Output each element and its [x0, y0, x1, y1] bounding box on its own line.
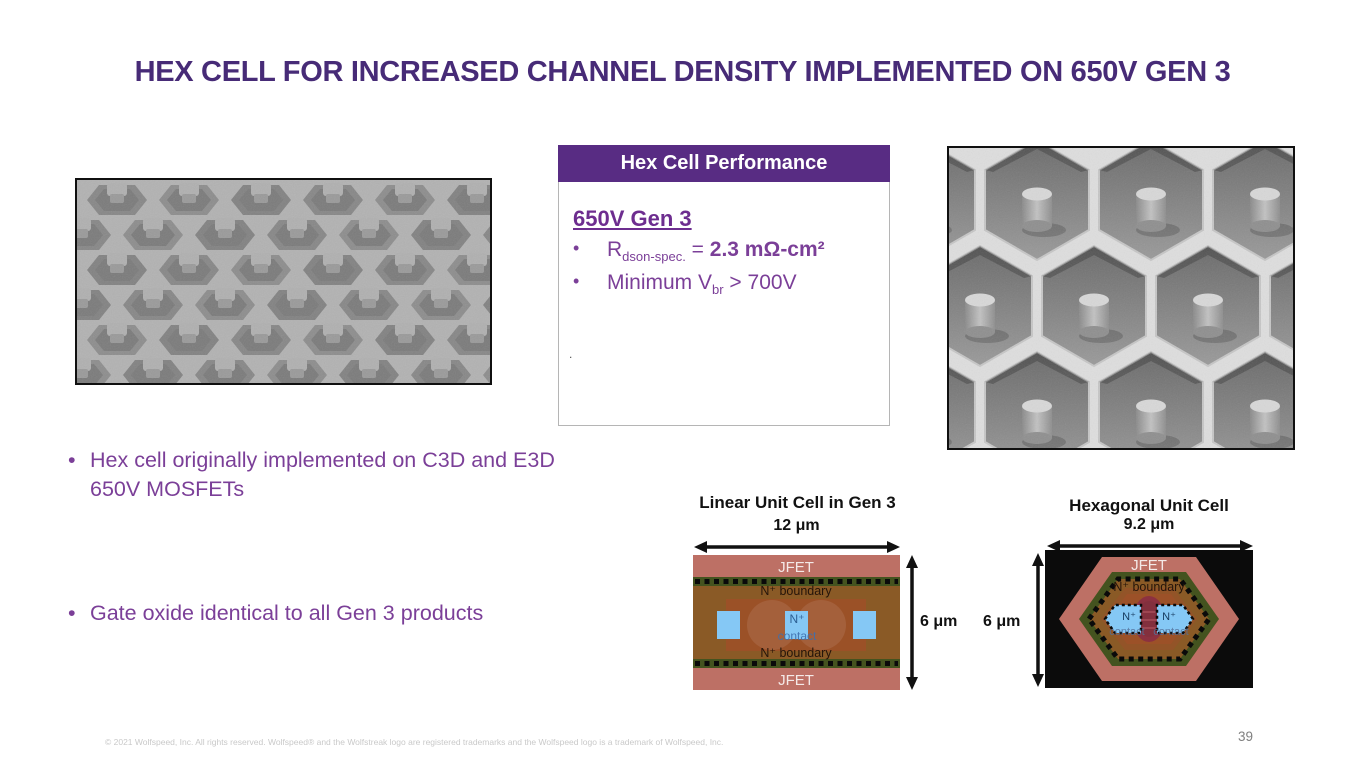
- n-contact-label-line2: contact: [778, 629, 817, 643]
- page-number: 39: [1238, 729, 1254, 744]
- n-boundary-label-bottom: N⁺ boundary: [760, 646, 832, 660]
- bullet-marker: •: [68, 448, 76, 472]
- hex-cell-title: Hexagonal Unit Cell: [1069, 496, 1229, 515]
- slide-title: HEX CELL FOR INCREASED CHANNEL DENSITY I…: [134, 56, 1231, 88]
- jfet-label: JFET: [1131, 557, 1167, 574]
- hex-cell-width-label: 9.2 μm: [1123, 516, 1175, 533]
- contact-label-left: contact: [1109, 626, 1144, 638]
- sem-image-hex-cell-array-oblique-view: [947, 146, 1295, 450]
- bullet-marker: •: [68, 601, 76, 625]
- n-boundary-label-top: N⁺ boundary: [760, 584, 832, 598]
- hex-cell-height-label: 6 μm: [983, 613, 1021, 630]
- vbr-item: • Minimum Vbr > 700V: [573, 271, 889, 297]
- linear-cell-diagram: JFET N⁺ boundary N⁺ contact N⁺ boundary …: [693, 555, 900, 690]
- n-plus-label-left: N⁺: [1122, 611, 1136, 623]
- contact-label-right: contact: [1153, 626, 1188, 638]
- rdson-spec-text: Rdson-spec. = 2.3 mΩ-cm²: [607, 238, 825, 265]
- bullet-marker: •: [573, 238, 580, 258]
- performance-box-header: Hex Cell Performance: [558, 145, 890, 182]
- jfet-label-bottom: JFET: [778, 672, 814, 689]
- hex-width-arrow: [1047, 540, 1253, 552]
- linear-cell-title: Linear Unit Cell in Gen 3: [699, 493, 896, 512]
- bullet-hex-cell-origin: • Hex cell originally implemented on C3D…: [68, 446, 668, 504]
- linear-cell-width-label: 12 μm: [773, 517, 820, 534]
- performance-box-body: 650V Gen 3 • Rdson-spec. = 2.3 mΩ-cm² • …: [558, 182, 890, 426]
- bullet-marker: •: [573, 271, 580, 292]
- bullet-gate-oxide: • Gate oxide identical to all Gen 3 prod…: [68, 599, 668, 628]
- hex-cell-performance-box: Hex Cell Performance 650V Gen 3 • Rdson-…: [558, 145, 890, 426]
- performance-subtitle: 650V Gen 3: [573, 206, 692, 231]
- vbr-text: Minimum Vbr > 700V: [607, 271, 797, 298]
- hex-height-arrow: [1032, 553, 1044, 687]
- sem-image-hex-cell-array-top-view: [75, 178, 492, 385]
- hex-cell-diagram: JFET N⁺ boundary N⁺ N⁺ contact contact: [1045, 550, 1253, 688]
- linear-cell-height-label: 6 μm: [920, 613, 958, 630]
- stray-period: .: [569, 347, 573, 361]
- n-contact-label-line1: N⁺: [790, 612, 805, 626]
- n-plus-label-right: N⁺: [1162, 611, 1176, 623]
- bullet-text: Hex cell originally implemented on C3D a…: [90, 448, 555, 502]
- performance-bullet-list: • Rdson-spec. = 2.3 mΩ-cm² • Minimum Vbr…: [559, 238, 889, 297]
- n-boundary-label: N⁺ boundary: [1113, 580, 1185, 594]
- copyright-footer: © 2021 Wolfspeed, Inc. All rights reserv…: [105, 737, 724, 747]
- linear-width-arrow: [694, 541, 900, 553]
- linear-height-arrow: [906, 555, 918, 690]
- rdson-spec-item: • Rdson-spec. = 2.3 mΩ-cm²: [573, 238, 889, 264]
- jfet-label-top: JFET: [778, 559, 814, 576]
- bullet-text: Gate oxide identical to all Gen 3 produc…: [90, 601, 484, 625]
